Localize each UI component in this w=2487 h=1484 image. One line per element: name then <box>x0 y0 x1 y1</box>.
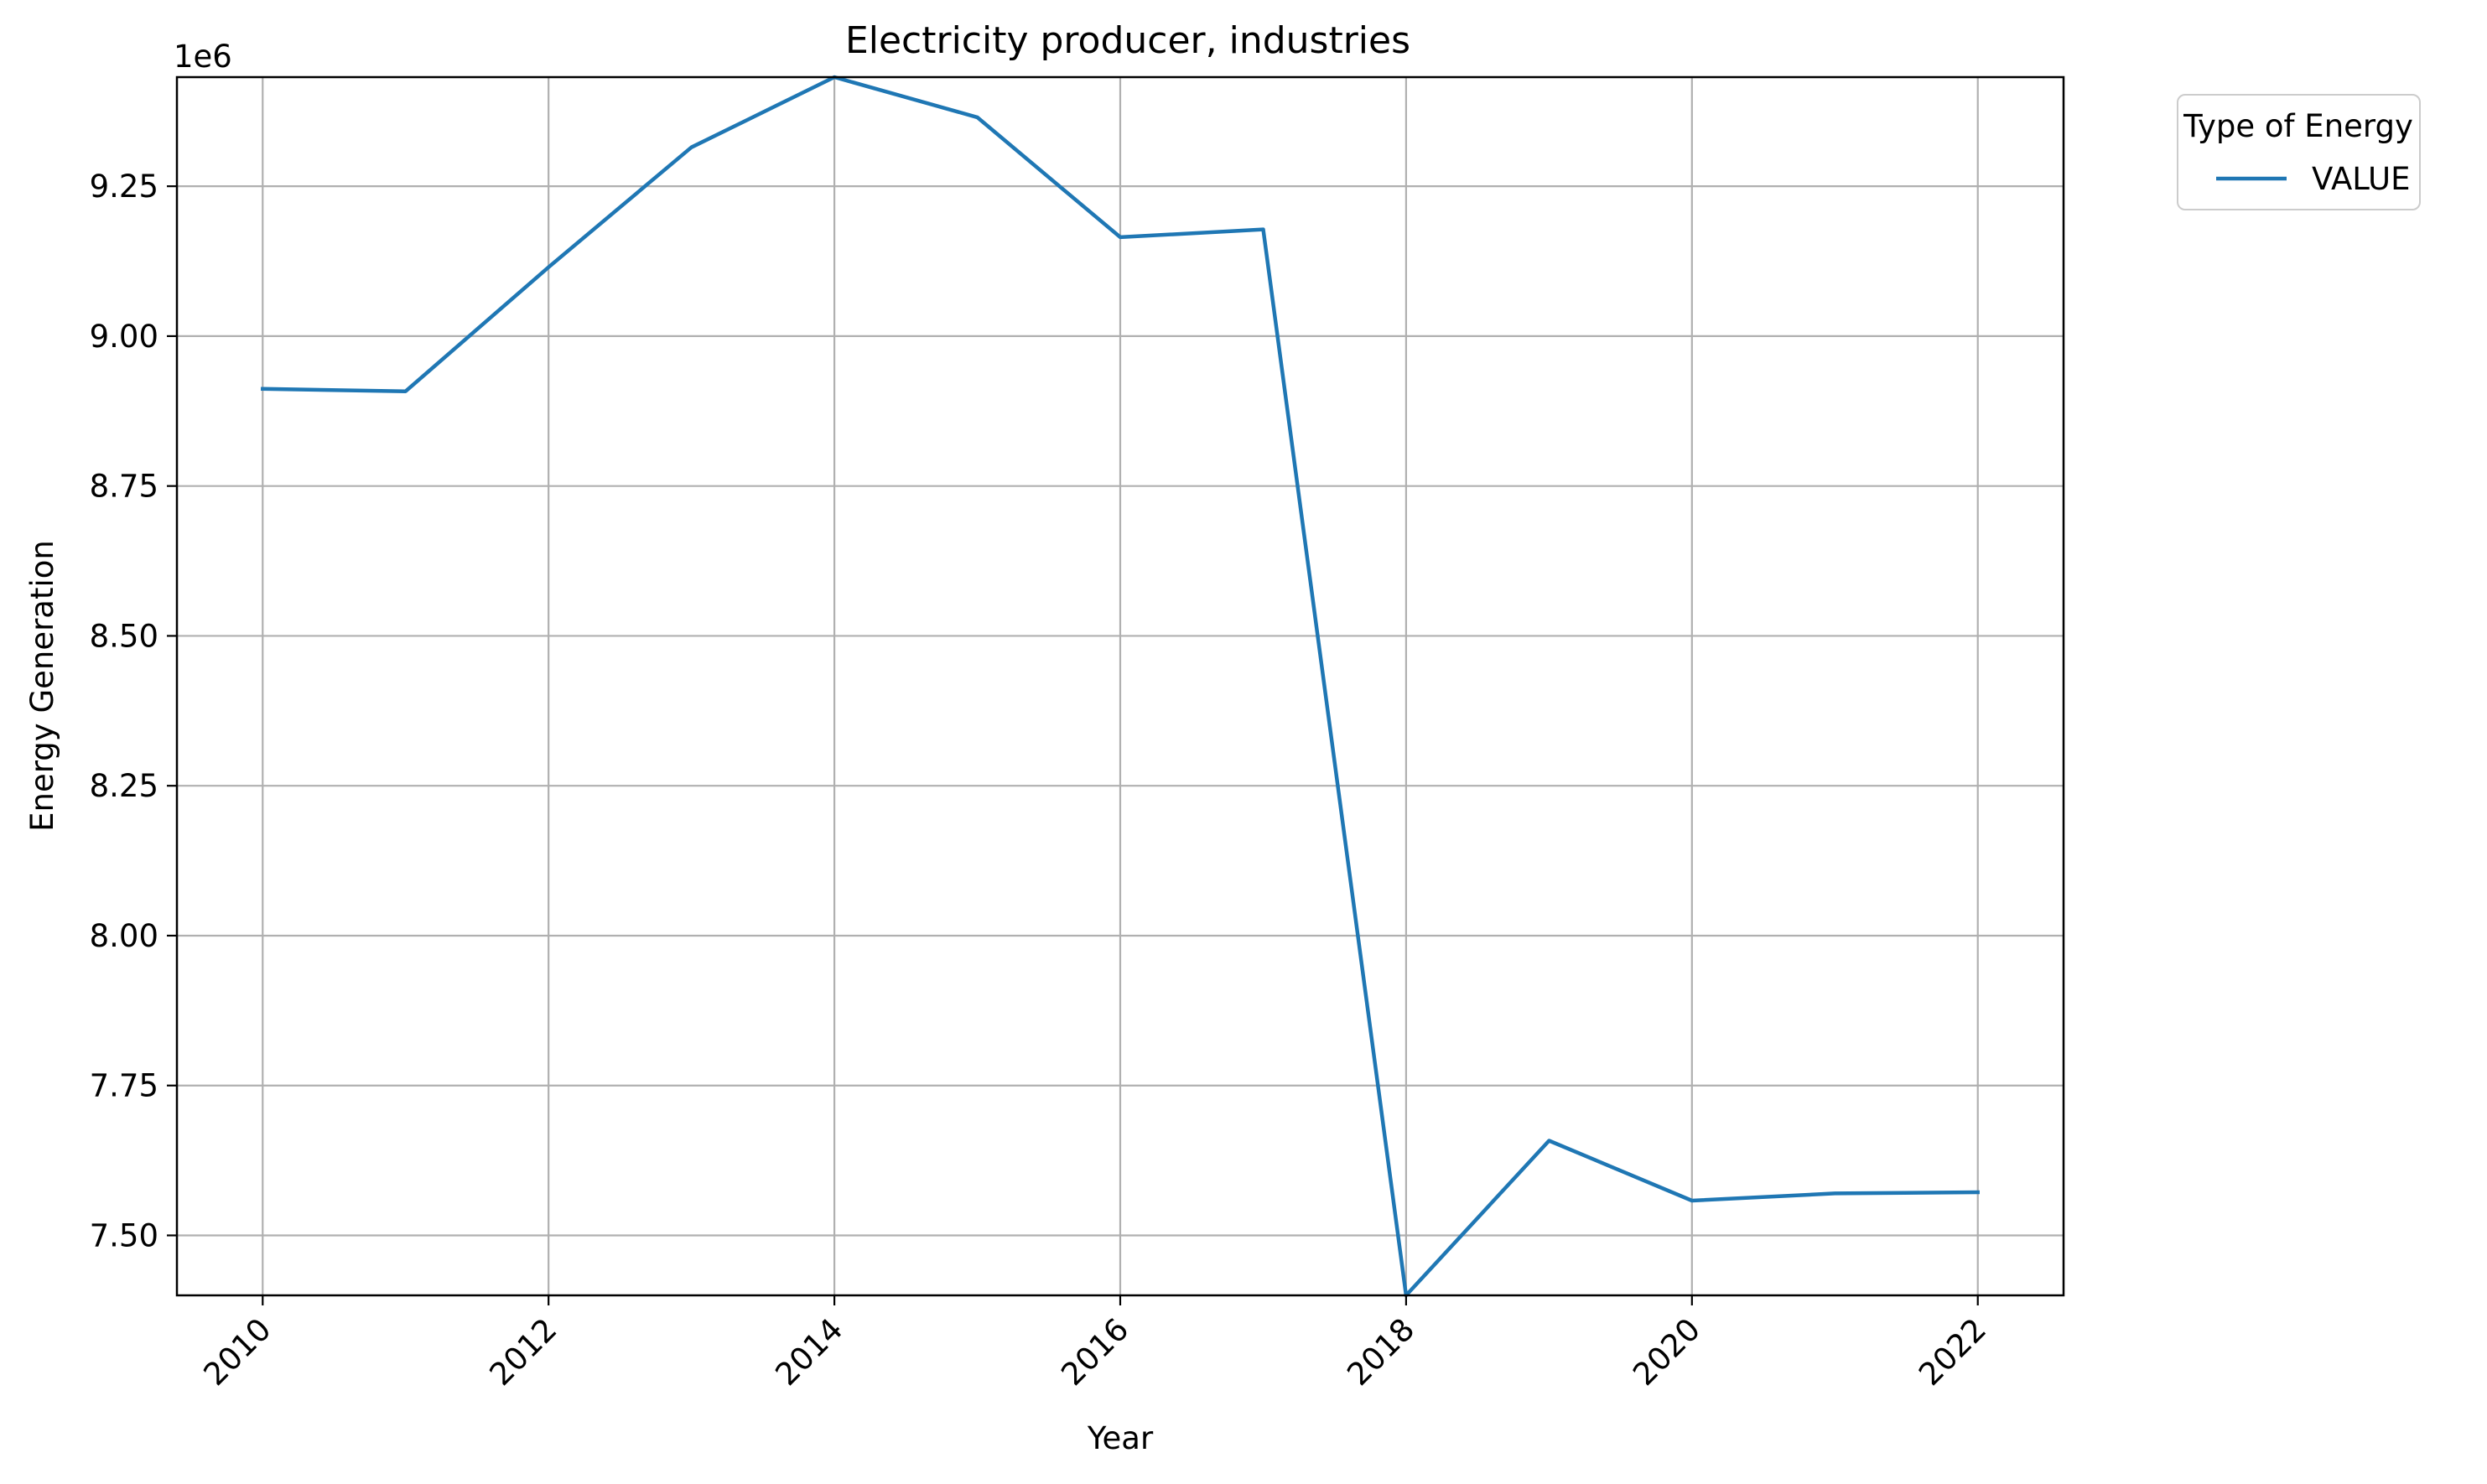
y-tick-label: 9.25 <box>90 169 158 205</box>
y-axis-offset-label: 1e6 <box>174 39 232 75</box>
y-axis: 7.50 7.75 8.00 8.25 8.50 8.75 9.00 9.25 <box>90 169 177 1253</box>
series-layer <box>261 75 1980 1298</box>
legend: Type of Energy VALUE <box>2177 94 2421 210</box>
legend-title: Type of Energy <box>2183 108 2413 144</box>
legend-entry-label: VALUE <box>2312 161 2411 197</box>
y-axis-label: Energy Generation <box>24 540 60 832</box>
y-tick-label: 8.50 <box>90 618 158 654</box>
y-tick-label: 8.75 <box>90 469 158 505</box>
x-axis-label: Year <box>1087 1420 1154 1456</box>
y-tick-label: 8.00 <box>90 918 158 954</box>
grid <box>177 77 2064 1295</box>
y-tick-label: 7.75 <box>90 1068 158 1104</box>
series-line-value <box>261 75 1980 1298</box>
y-tick-label: 8.25 <box>90 768 158 804</box>
legend-box <box>2177 94 2421 210</box>
y-tick-label: 7.50 <box>90 1217 158 1253</box>
chart-title: Electricity producer, industries <box>845 19 1410 62</box>
y-tick-label: 9.00 <box>90 319 158 355</box>
